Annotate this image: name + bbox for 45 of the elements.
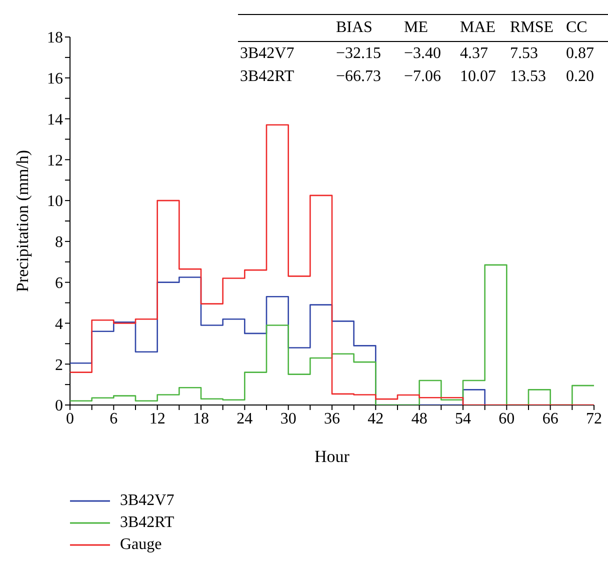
text: RMSE xyxy=(510,19,554,37)
x-tick-label: 48 xyxy=(411,410,428,428)
x-tick-label: 6 xyxy=(110,410,118,428)
x-tick-label: 66 xyxy=(542,410,558,428)
x-tick-label: 72 xyxy=(586,410,602,428)
annotation: −32.15 xyxy=(336,45,382,63)
x-tick-label: 60 xyxy=(498,410,515,428)
x-tick-label: 36 xyxy=(324,410,340,428)
x-tick-label: 54 xyxy=(455,410,471,428)
y-tick-label: 0 xyxy=(55,398,63,415)
annotation: 10.07 xyxy=(460,68,496,86)
annotation: −7.06 xyxy=(404,68,442,86)
annotation: 7.53 xyxy=(510,45,538,63)
text: CC xyxy=(566,19,588,37)
legend-label: Gauge xyxy=(120,536,162,554)
legend-label: 3B42RT xyxy=(120,514,174,532)
x-tick-label: 18 xyxy=(193,410,209,428)
annotation: 0.87 xyxy=(566,45,594,63)
annotation: 4.37 xyxy=(460,45,488,63)
x-tick-label: 12 xyxy=(149,410,166,428)
x-tick-label: 24 xyxy=(236,410,253,428)
annotation: 3B42RT xyxy=(240,68,294,86)
y-tick-label: 6 xyxy=(55,275,63,292)
x-axis-title: Hour xyxy=(314,447,350,466)
y-tick-label: 14 xyxy=(47,111,63,128)
y-tick-label: 10 xyxy=(47,193,63,210)
y-axis-title: Precipitation (mm/h) xyxy=(13,150,32,292)
text: ME xyxy=(404,19,428,37)
annotation: −66.73 xyxy=(336,68,382,86)
annotation: −3.40 xyxy=(404,45,442,63)
y-tick-label: 12 xyxy=(47,152,63,170)
y-tick-label: 2 xyxy=(55,356,63,374)
y-tick-label: 4 xyxy=(55,316,63,333)
y-tick-label: 16 xyxy=(47,70,63,88)
x-tick-label: 0 xyxy=(66,410,74,428)
x-tick-label: 42 xyxy=(368,410,384,428)
annotation: 3B42V7 xyxy=(240,45,294,63)
annotation: 13.53 xyxy=(510,68,546,86)
y-tick-label: 8 xyxy=(55,234,63,252)
legend-label: 3B42V7 xyxy=(120,492,174,510)
text: MAE xyxy=(460,19,496,37)
x-tick-label: 30 xyxy=(280,410,296,428)
text: BIAS xyxy=(336,19,372,37)
annotation: 0.20 xyxy=(566,68,594,86)
y-tick-label: 18 xyxy=(47,30,63,47)
